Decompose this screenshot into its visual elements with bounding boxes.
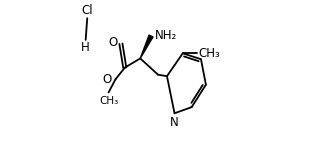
Text: O: O	[103, 73, 112, 86]
Polygon shape	[140, 35, 153, 58]
Text: H: H	[81, 41, 90, 54]
Text: CH₃: CH₃	[99, 96, 118, 106]
Text: O: O	[108, 36, 118, 49]
Text: NH₂: NH₂	[155, 29, 178, 42]
Text: N: N	[170, 116, 179, 129]
Text: CH₃: CH₃	[199, 47, 220, 60]
Text: Cl: Cl	[82, 4, 93, 17]
